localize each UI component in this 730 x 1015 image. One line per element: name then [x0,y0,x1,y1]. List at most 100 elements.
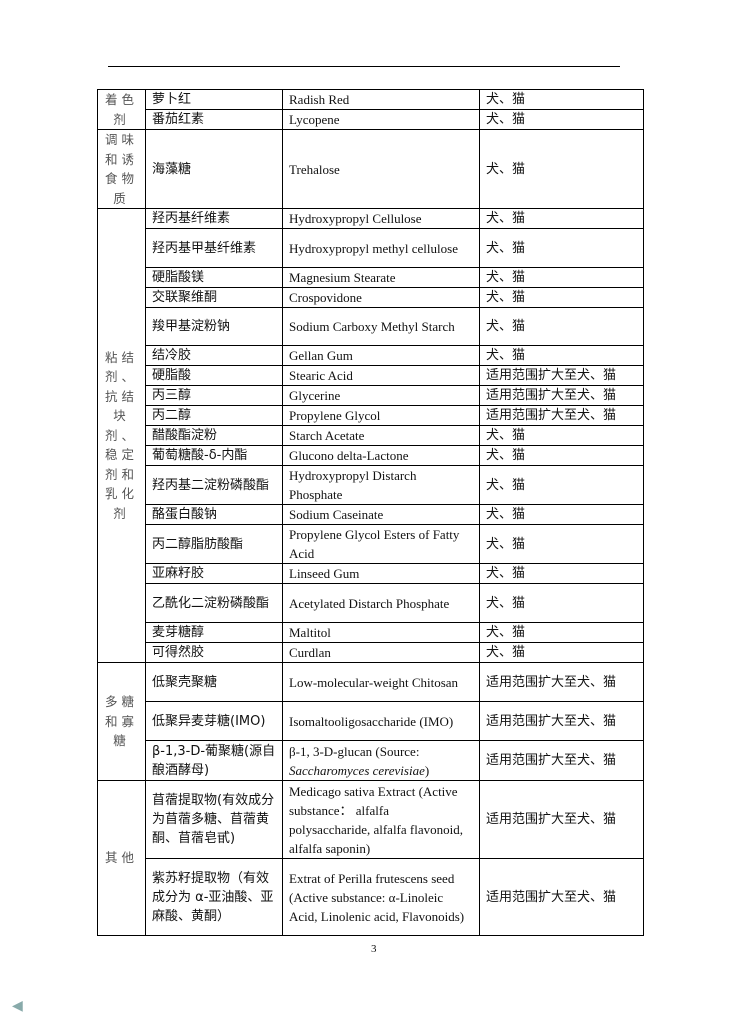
applicable-scope: 适用范围扩大至犬、猫 [479,740,644,781]
applicable-scope: 适用范围扩大至犬、猫 [479,385,644,406]
english-name-text: Sodium Caseinate [289,507,384,522]
english-name: Medicago sativa Extract (Active substanc… [282,780,480,859]
category-label: 调味和诱食物质 [104,132,138,206]
chinese-name: 葡萄糖酸-δ-内酯 [145,445,283,466]
chinese-name: 苜蓿提取物(有效成分为苜蓿多糖、苜蓿黄酮、苜蓿皂甙) [145,780,283,859]
applicable-scope: 犬、猫 [479,524,644,564]
applicable-scope: 犬、猫 [479,345,644,366]
chinese-name: 羟丙基纤维素 [145,208,283,229]
applicable-scope: 适用范围扩大至犬、猫 [479,405,644,426]
english-name: Hydroxypropyl Cellulose [282,208,480,229]
applicable-scope: 犬、猫 [479,287,644,308]
chinese-name: 番茄红素 [145,109,283,130]
applicable-scope: 犬、猫 [479,425,644,446]
additive-table: 着色剂 萝卜红 Radish Red 犬、猫 番茄红素 Lycopene 犬、猫 调味和诱食物… [97,89,644,936]
table-row: 羟丙基甲基纤维素 Hydroxypropyl methyl cellulose 犬、… [98,228,644,268]
chinese-name: 硬脂酸镁 [145,267,283,288]
category-cell: 着色剂 [97,89,146,130]
english-name: Gellan Gum [282,345,480,366]
table-row: 酪蛋白酸钠 Sodium Caseinate 犬、猫 [98,504,644,525]
english-name-text: Propylene Glycol [289,408,381,423]
table-row: 硬脂酸镁 Magnesium Stearate 犬、猫 [98,267,644,288]
applicable-scope: 犬、猫 [479,109,644,130]
page-number: 3 [371,943,377,955]
english-name-text: Stearic Acid [289,368,353,383]
table-row: 丙三醇 Glycerine 适用范围扩大至犬、猫 [98,385,644,406]
category-label: 着色剂 [104,92,138,127]
chinese-name: 低聚壳聚糖 [145,662,283,702]
chinese-name: 羧甲基淀粉钠 [145,307,283,346]
english-name-text: Acetylated Distarch Phosphate [289,595,450,611]
chinese-name: 硬脂酸 [145,365,283,386]
english-name-text: Glycerine [289,388,341,403]
applicable-scope: 适用范围扩大至犬、猫 [479,365,644,386]
applicable-scope: 犬、猫 [479,622,644,643]
table-row: 羧甲基淀粉钠 Sodium Carboxy Methyl Starch 犬、猫 [98,307,644,346]
english-name: Radish Red [282,89,480,110]
applicable-scope: 犬、猫 [479,307,644,346]
table-row: 粘结剂、抗结块剂、稳定剂和乳化剂 羟丙基纤维素 Hydroxypropyl Cell… [97,208,644,663]
english-name: β-1, 3-D-glucan (Source: Saccharomyces c… [282,740,480,781]
table-row: 多糖和寡糖 低聚壳聚糖 Low-molecular-weight Chitosan 适… [97,662,644,781]
chinese-name: 亚麻籽胶 [145,563,283,584]
applicable-scope: 犬、猫 [479,465,644,505]
english-name-text: Gellan Gum [289,348,353,363]
table-row: 麦芽糖醇 Maltitol 犬、猫 [98,622,644,643]
applicable-scope: 犬、猫 [479,504,644,525]
chinese-name: 乙酰化二淀粉磷酸酯 [145,583,283,623]
chinese-name: β-1,3-D-葡聚糖(源自酿酒酵母) [145,740,283,781]
english-name-text: Isomaltooligosaccharide (IMO) [289,713,454,729]
applicable-scope: 犬、猫 [479,228,644,268]
chinese-name: 海藻糖 [145,129,283,209]
table-row: 丙二醇 Propylene Glycol 适用范围扩大至犬、猫 [98,405,644,426]
applicable-scope: 适用范围扩大至犬、猫 [479,858,644,936]
category-cell: 粘结剂、抗结块剂、稳定剂和乳化剂 [97,208,146,663]
table-row: 葡萄糖酸-δ-内酯 Glucono delta-Lactone 犬、猫 [98,445,644,466]
table-row: β-1,3-D-葡聚糖(源自酿酒酵母) β-1, 3-D-glucan (Sour… [98,740,644,781]
english-name: Magnesium Stearate [282,267,480,288]
english-name-text: Radish Red [289,92,350,107]
chinese-name: 结冷胶 [145,345,283,366]
english-name: Linseed Gum [282,563,480,584]
table-row: 羟丙基二淀粉磷酸酯 Hydroxypropyl Distarch Phosphat… [98,465,644,505]
english-name-text: Hydroxypropyl methyl cellulose [289,240,458,256]
table-row: 紫苏籽提取物（有效成分为 α-亚油酸、亚麻酸、黄酮） Extrat of Peri… [98,858,644,936]
english-name-text: Low-molecular-weight Chitosan [289,674,459,690]
table-row: 乙酰化二淀粉磷酸酯 Acetylated Distarch Phosphate 犬、… [98,583,644,623]
chinese-name: 紫苏籽提取物（有效成分为 α-亚油酸、亚麻酸、黄酮） [145,858,283,936]
category-label: 粘结剂、抗结块剂、稳定剂和乳化剂 [104,349,138,521]
english-name: Glucono delta-Lactone [282,445,480,466]
english-name-text: Linseed Gum [289,566,360,581]
english-name-text: Crospovidone [289,290,362,305]
applicable-scope: 适用范围扩大至犬、猫 [479,701,644,741]
chinese-name: 可得然胶 [145,642,283,663]
table-row: 结冷胶 Gellan Gum 犬、猫 [98,345,644,366]
english-name-text: Hydroxypropyl Distarch Phosphate [289,468,417,502]
table-row: 醋酸酯淀粉 Starch Acetate 犬、猫 [98,425,644,446]
table-row: 亚麻籽胶 Linseed Gum 犬、猫 [98,563,644,584]
table-row: 丙二醇脂肪酸酯 Propylene Glycol Esters of Fatty … [98,524,644,564]
english-name: Maltitol [282,622,480,643]
table-row: 交联聚维酮 Crospovidone 犬、猫 [98,287,644,308]
english-name: Trehalose [282,129,480,209]
chinese-name: 丙三醇 [145,385,283,406]
table-row: 可得然胶 Curdlan 犬、猫 [98,642,644,663]
chinese-name: 低聚异麦芽糖(IMO) [145,701,283,741]
english-name: Acetylated Distarch Phosphate [282,583,480,623]
chinese-name: 萝卜红 [145,89,283,110]
chinese-name: 醋酸酯淀粉 [145,425,283,446]
english-name-text: Curdlan [289,645,331,660]
chinese-name: 羟丙基甲基纤维素 [145,228,283,268]
chinese-name: 丙二醇脂肪酸酯 [145,524,283,564]
header-rule [108,66,620,67]
back-arrow-icon[interactable]: ◀ [12,999,23,1014]
english-name-text: Hydroxypropyl Cellulose [289,211,422,226]
english-name-italic: Saccharomyces cerevisiae [289,762,425,778]
english-name: Extrat of Perilla frutescens seed (Activ… [282,858,480,936]
english-name-text: Sodium Carboxy Methyl Starch [289,319,455,334]
english-name: Hydroxypropyl Distarch Phosphate [282,465,480,505]
english-name-text: Propylene Glycol Esters of Fatty Acid [289,527,460,561]
english-name: Sodium Carboxy Methyl Starch [282,307,480,346]
english-name: Crospovidone [282,287,480,308]
chinese-name: 麦芽糖醇 [145,622,283,643]
